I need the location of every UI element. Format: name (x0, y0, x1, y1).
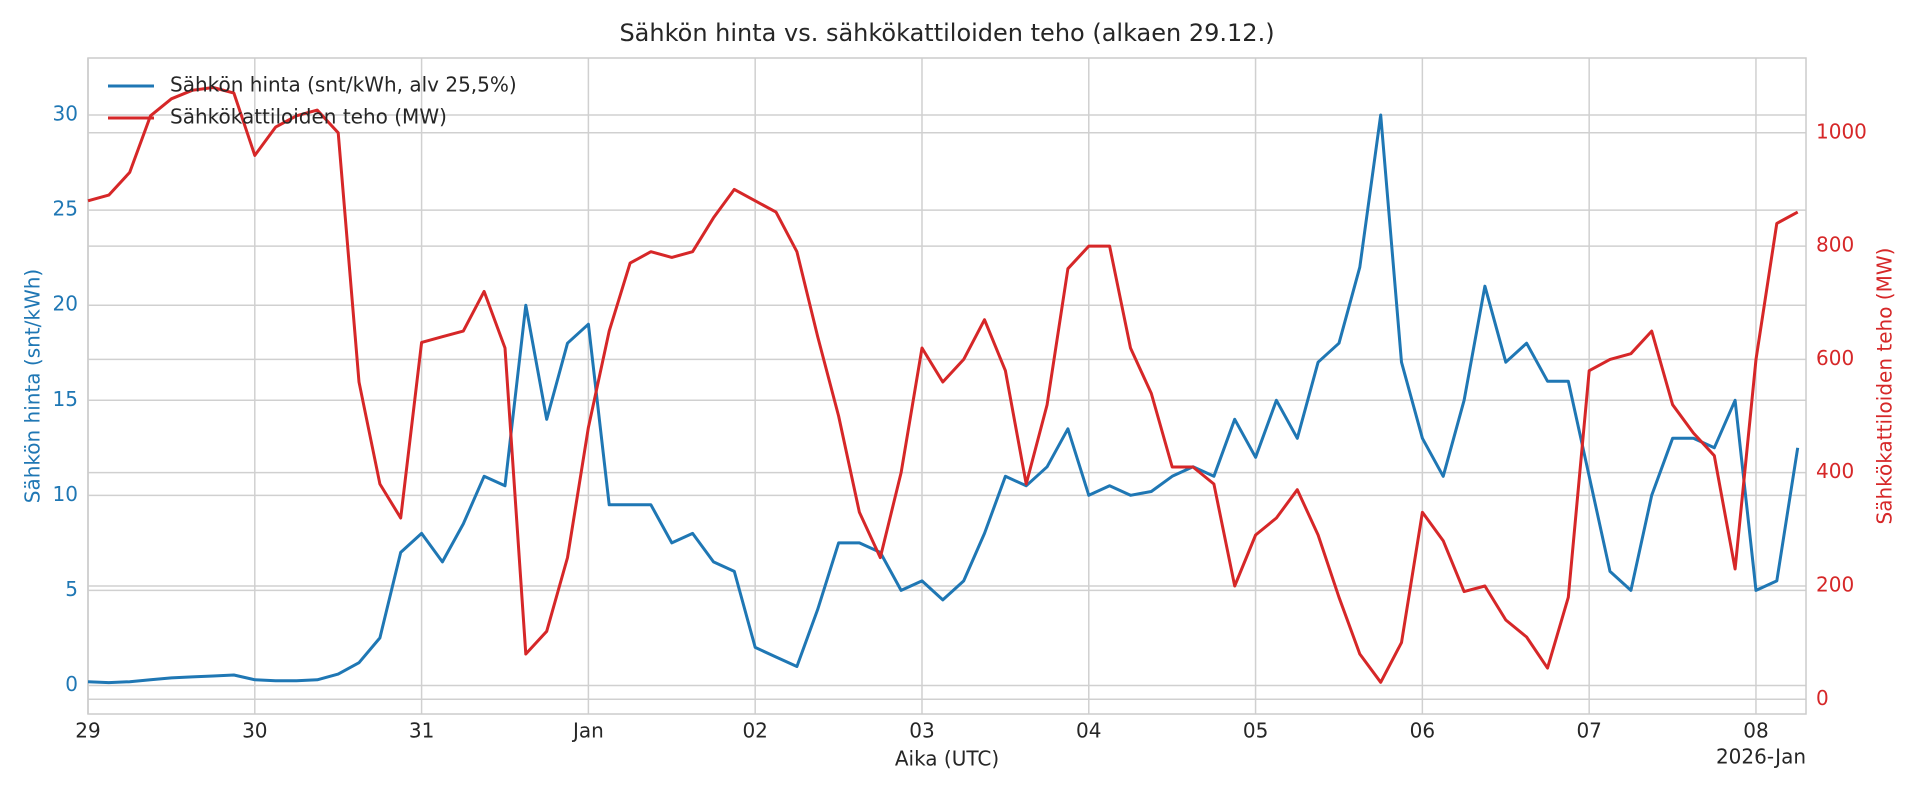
x-tick-label: 30 (242, 719, 267, 743)
y2-tick-label: 200 (1816, 572, 1854, 596)
chart-title: Sähkön hinta vs. sähkökattiloiden teho (… (619, 19, 1274, 47)
y2-tick-label: 600 (1816, 346, 1854, 370)
legend-label: Sähkökattiloiden teho (MW) (170, 105, 447, 129)
x-axis-label: Aika (UTC) (895, 747, 999, 771)
y-tick-label: 0 (65, 672, 78, 696)
x-tick-label: 05 (1243, 719, 1268, 743)
x-tick-label: 31 (409, 719, 434, 743)
data-line (87, 113, 1800, 685)
plot-frame (87, 57, 1807, 715)
x-tick-label: 07 (1576, 719, 1601, 743)
y2-tick-label: 800 (1816, 233, 1854, 257)
y-tick-label: 25 (53, 197, 78, 221)
legend: Sähkön hinta (snt/kWh, alv 25,5%) Sähköka… (108, 73, 517, 129)
y-tick-label: 15 (53, 387, 78, 411)
y2-tick-label: 400 (1816, 459, 1854, 483)
data-line (87, 86, 1799, 684)
y-tick-label: 5 (65, 577, 78, 601)
x-tick-label: 02 (742, 719, 767, 743)
y-tick-label: 30 (53, 102, 78, 126)
legend-label: Sähkön hinta (snt/kWh, alv 25,5%) (170, 73, 517, 97)
y2-tick-label: 0 (1816, 686, 1829, 710)
x-tick-label: 08 (1743, 719, 1768, 743)
y-tick-label: 10 (53, 482, 78, 506)
y-tick-label: 20 (53, 292, 78, 316)
x-tick-label: Jan (571, 719, 604, 743)
x-tick-label: 06 (1410, 719, 1435, 743)
y2-axis-label: Sähkökattiloiden teho (MW) (1873, 248, 1897, 525)
x-offset-label: 2026-Jan (1716, 745, 1806, 769)
x-tick-label: 03 (909, 719, 934, 743)
y2-tick-label: 1000 (1816, 119, 1867, 143)
y-axis-label: Sähkön hinta (snt/kWh) (21, 269, 45, 503)
x-tick-label: 04 (1076, 719, 1101, 743)
x-tick-label: 29 (75, 719, 100, 743)
